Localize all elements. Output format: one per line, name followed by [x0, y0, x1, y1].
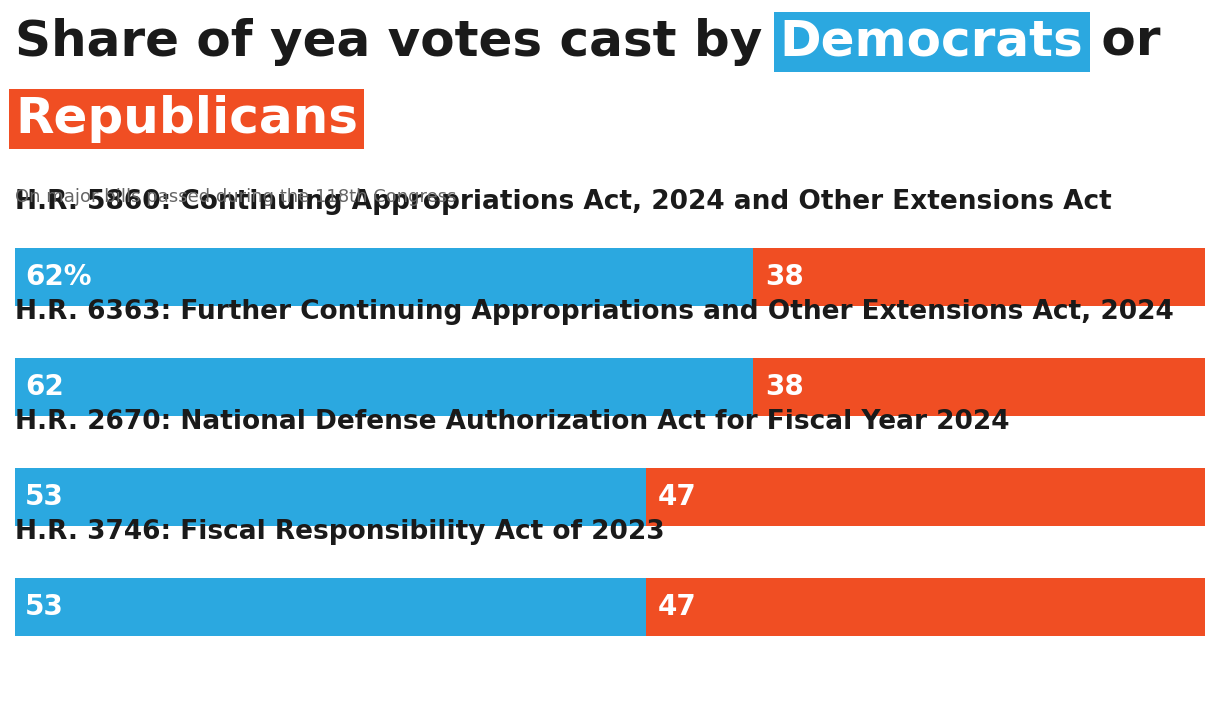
Bar: [753, 358, 1205, 416]
Text: 53: 53: [24, 593, 63, 621]
Text: H.R. 3746: Fiscal Responsibility Act of 2023: H.R. 3746: Fiscal Responsibility Act of …: [15, 519, 665, 545]
Bar: [645, 468, 1205, 526]
Text: H.R. 2670: National Defense Authorization Act for Fiscal Year 2024: H.R. 2670: National Defense Authorizatio…: [15, 409, 1009, 435]
Text: 53: 53: [24, 483, 63, 511]
Bar: [15, 248, 753, 306]
Text: 62%: 62%: [24, 263, 92, 291]
Text: Democrats: Democrats: [780, 18, 1083, 66]
Bar: [15, 578, 645, 636]
Text: 47: 47: [658, 483, 697, 511]
Text: H.R. 5860: Continuing Appropriations Act, 2024 and Other Extensions Act: H.R. 5860: Continuing Appropriations Act…: [15, 189, 1111, 215]
Text: 62: 62: [24, 373, 63, 401]
Text: or: or: [1083, 18, 1160, 66]
Bar: [645, 578, 1205, 636]
Text: On major bills passed during the 118th Congress: On major bills passed during the 118th C…: [15, 188, 456, 206]
Text: Share of yea votes cast by: Share of yea votes cast by: [15, 18, 780, 66]
Bar: [15, 468, 645, 526]
Text: H.R. 6363: Further Continuing Appropriations and Other Extensions Act, 2024: H.R. 6363: Further Continuing Appropriat…: [15, 299, 1174, 325]
Text: Republicans: Republicans: [15, 95, 357, 143]
Text: 38: 38: [765, 373, 804, 401]
Text: 38: 38: [765, 263, 804, 291]
Text: 47: 47: [658, 593, 697, 621]
Bar: [15, 358, 753, 416]
Bar: [753, 248, 1205, 306]
